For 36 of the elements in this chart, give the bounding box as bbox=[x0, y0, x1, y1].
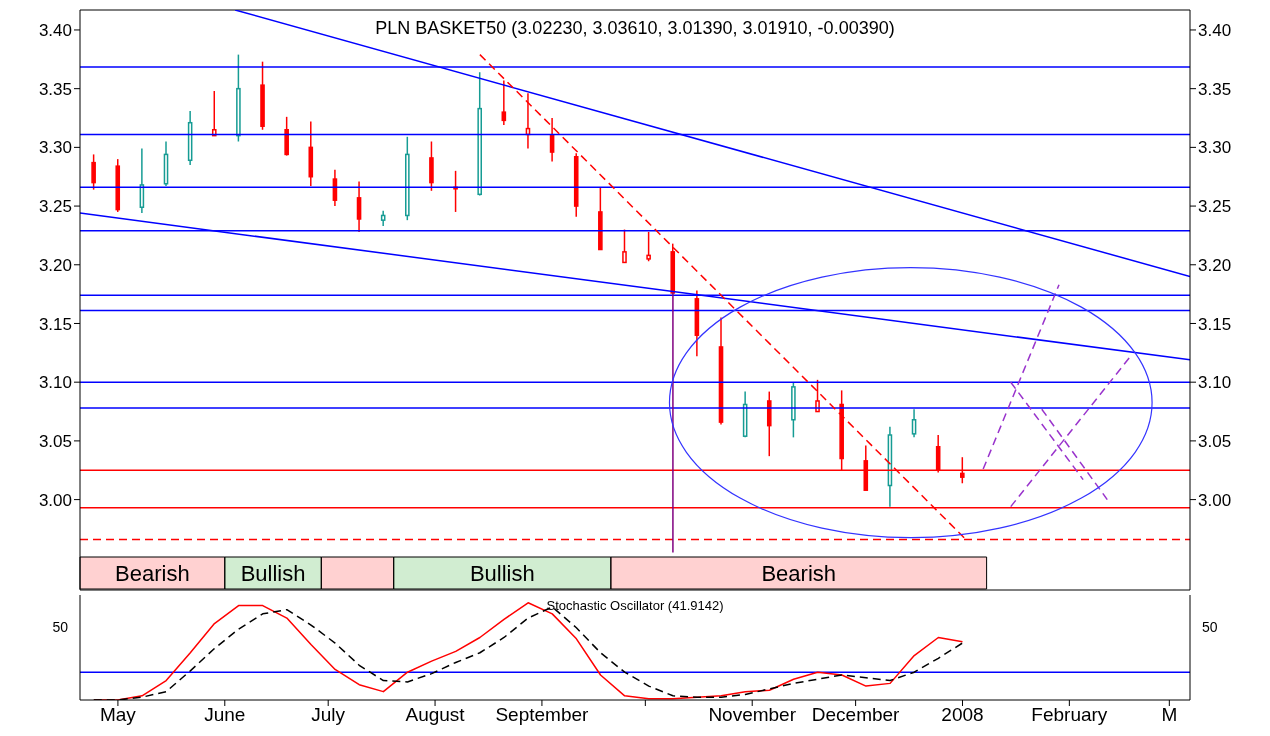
y-tick-label: 3.00 bbox=[38, 490, 72, 510]
x-tick-label: 2008 bbox=[941, 704, 984, 726]
x-tick-label: February bbox=[1031, 704, 1108, 726]
y-tick-label: 3.15 bbox=[38, 314, 72, 334]
text: PLN BASKET50 (3.02230, 3.03610, 3.01390, 3.01910, -0.00390) bbox=[375, 18, 895, 38]
y-tick-label: 3.30 bbox=[38, 138, 72, 158]
x-tick-label: May bbox=[99, 704, 137, 726]
y2-tick-label: 3.40 bbox=[1198, 20, 1232, 40]
text: 50 bbox=[52, 619, 69, 635]
text: 50 bbox=[1202, 619, 1218, 635]
x-tick-label: September bbox=[495, 704, 590, 726]
y-tick-label: 3.35 bbox=[38, 79, 72, 99]
x-tick-label: July bbox=[311, 704, 346, 726]
y-tick-label: 3.25 bbox=[38, 197, 72, 217]
x-tick-label: November bbox=[708, 704, 797, 726]
x-tick-label: June bbox=[204, 704, 246, 726]
y-tick-label: 3.20 bbox=[38, 255, 72, 275]
x-tick-label: M bbox=[1161, 704, 1178, 726]
x-tick-label: August bbox=[405, 704, 466, 726]
y2-tick-label: 3.00 bbox=[1198, 490, 1232, 510]
x-tick-label: December bbox=[811, 704, 901, 726]
y2-tick-label: 3.35 bbox=[1198, 79, 1232, 99]
y2-tick-label: 3.25 bbox=[1198, 197, 1232, 217]
band-label: Bullish bbox=[469, 560, 535, 586]
y-tick-label: 3.40 bbox=[38, 20, 72, 40]
y2-tick-label: 3.30 bbox=[1198, 138, 1232, 158]
y-tick-label: 3.05 bbox=[38, 431, 72, 451]
chart-title: Stochastic Oscillator (41.9142) bbox=[546, 598, 724, 613]
y2-tick-label: 3.15 bbox=[1198, 314, 1232, 334]
band-label: Bullish bbox=[240, 560, 306, 586]
y2-tick-label: 3.20 bbox=[1198, 255, 1232, 275]
y2-tick-label: 3.05 bbox=[1198, 431, 1232, 451]
y-tick-label: 3.10 bbox=[38, 373, 72, 393]
band-label: Bearish bbox=[761, 560, 837, 586]
y2-tick-label: 3.10 bbox=[1198, 373, 1232, 393]
band-label: Bearish bbox=[115, 560, 190, 586]
